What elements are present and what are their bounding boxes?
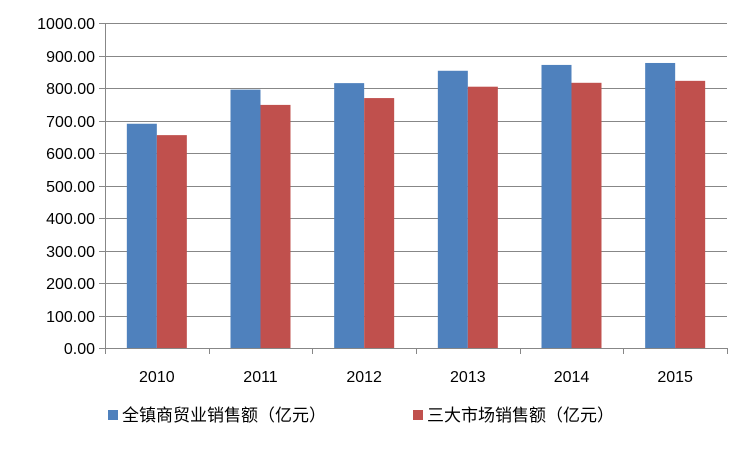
bar-markets-2010 <box>156 135 187 348</box>
x-axis: 2010 2011 2012 2013 2014 2015 <box>105 348 728 386</box>
y-tick-label: 600.00 <box>46 146 95 163</box>
bars <box>126 62 706 349</box>
x-tick-label: 2013 <box>450 369 486 386</box>
y-tick-label: 800.00 <box>46 81 95 98</box>
y-tick-label: 500.00 <box>46 179 95 196</box>
y-tick-label: 1000.00 <box>37 16 95 33</box>
bar-markets-2011 <box>260 104 291 349</box>
bar-markets-2012 <box>364 98 395 348</box>
bar-markets-2013 <box>467 86 498 348</box>
bar-markets-2015 <box>675 80 706 348</box>
y-tick-label: 0.00 <box>64 341 95 358</box>
legend-swatch <box>108 410 118 420</box>
bar-total-2013 <box>437 70 468 349</box>
y-tick-label: 100.00 <box>46 309 95 326</box>
x-tick-label: 2011 <box>243 369 278 386</box>
x-tick-label: 2012 <box>346 369 382 386</box>
y-axis: 0.00 100.00 200.00 300.00 400.00 500.00 600.00… <box>37 16 106 358</box>
gridlines <box>105 23 727 317</box>
y-tick-label: 400.00 <box>46 211 95 228</box>
y-tick-label: 200.00 <box>46 276 95 293</box>
legend: 全镇商贸业销售额（亿元） 三大市场销售额（亿元） <box>108 406 614 426</box>
bar-total-2011 <box>230 89 261 348</box>
bar-markets-2014 <box>571 82 602 349</box>
legend-swatch <box>413 410 423 420</box>
bar-total-2014 <box>541 64 572 349</box>
legend-label: 全镇商贸业销售额（亿元） <box>122 406 326 426</box>
x-tick-label: 2015 <box>657 369 693 386</box>
bar-total-2010 <box>126 123 157 348</box>
x-tick-label: 2010 <box>139 369 175 386</box>
x-tick-label: 2014 <box>554 369 590 386</box>
y-tick-label: 900.00 <box>46 49 95 66</box>
y-tick-label: 300.00 <box>46 244 95 261</box>
legend-label: 三大市场销售额（亿元） <box>427 406 614 426</box>
bar-total-2012 <box>334 83 365 348</box>
y-tick-label: 700.00 <box>46 114 95 131</box>
bar-total-2015 <box>645 62 676 348</box>
